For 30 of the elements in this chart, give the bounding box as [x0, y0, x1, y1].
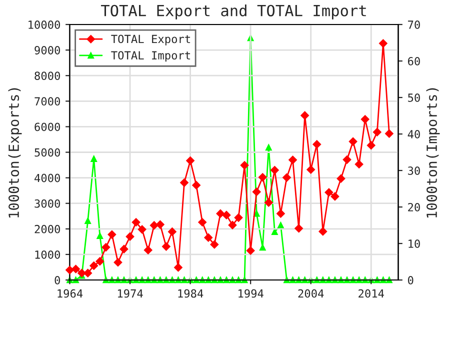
x-tick-label: 1984: [178, 289, 204, 298]
y-tick-label: 7000: [34, 97, 60, 106]
y2-tick-label: 30: [408, 166, 420, 175]
y-tick-label: 1000: [35, 250, 60, 259]
y2-tick-label: 60: [408, 57, 420, 66]
x-tick-label: 2004: [298, 289, 324, 298]
y-tick-label: 3000: [34, 199, 60, 208]
x-tick-label: 2014: [358, 289, 384, 298]
x-tick-label: 1994: [238, 289, 264, 298]
y-tick-label: 5000: [34, 148, 60, 157]
y2-tick-label: 40: [408, 130, 420, 138]
y2-tick-label: 10: [408, 240, 420, 248]
y2-tick-label: 20: [408, 203, 420, 212]
y-tick-label: 9000: [34, 46, 60, 54]
y-tick-label: 6000: [34, 122, 60, 132]
y-tick-label: 0: [54, 276, 60, 284]
legend-label: TOTAL Export: [111, 34, 190, 46]
y2-axis-title: 1000ton(Imports): [426, 88, 440, 218]
y-axis-title: 1000ton(Exports): [8, 88, 22, 218]
x-tick-label: 1974: [118, 289, 143, 298]
y-tick-label: 4000: [34, 174, 60, 182]
x-tick-label: 1964: [58, 289, 83, 298]
y-tick-label: 10000: [28, 20, 60, 29]
legend-label: TOTAL Import: [111, 51, 190, 62]
y2-tick-label: 70: [408, 20, 420, 29]
y2-tick-label: 0: [408, 276, 414, 284]
y-tick-label: 2000: [34, 224, 60, 234]
chart-title: TOTAL Export and TOTAL Import: [100, 4, 366, 20]
y-tick-label: 8000: [34, 72, 60, 80]
y2-tick-label: 50: [408, 94, 420, 102]
